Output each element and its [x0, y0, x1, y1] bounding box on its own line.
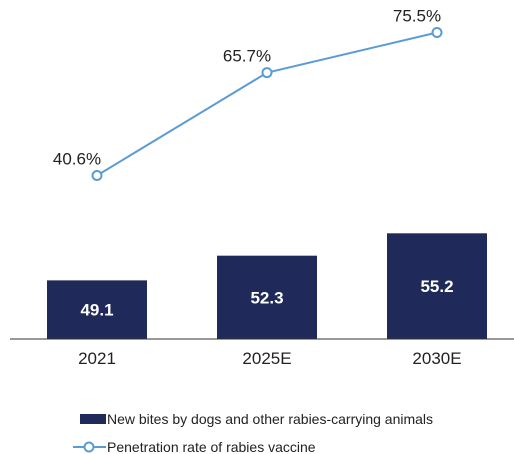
bar-value-label: 55.2	[420, 277, 453, 296]
bar-labels-layer: 49.1 52.3 55.2	[80, 277, 453, 320]
legend-bar-label: New bites by dogs and other rabies-carry…	[107, 411, 433, 427]
line-point-marker	[261, 67, 273, 79]
line-point-label: 75.5%	[393, 7, 441, 26]
line-point-marker	[91, 170, 103, 181]
line-point-marker	[431, 27, 443, 39]
bar-value-label: 49.1	[80, 301, 113, 320]
legend-line-label: Penetration rate of rabies vaccine	[107, 439, 316, 454]
bar-value-label: 52.3	[250, 288, 283, 307]
legend-bar-swatch	[80, 414, 106, 424]
bar-2021	[47, 280, 147, 339]
bars-layer	[47, 233, 487, 339]
legend-line-marker	[83, 441, 95, 453]
line-point-labels-layer: 40.6% 65.7% 75.5%	[53, 7, 441, 169]
x-tick-label: 2030E	[412, 349, 461, 368]
line-point-label: 40.6%	[53, 150, 101, 169]
line-markers-layer	[91, 27, 443, 181]
x-axis-tick-labels: 2021 2025E 2030E	[78, 349, 462, 368]
x-tick-label: 2021	[78, 349, 116, 368]
line-point-label: 65.7%	[223, 47, 271, 66]
x-tick-label: 2025E	[242, 349, 291, 368]
bar-2030e	[387, 233, 487, 339]
legend: New bites by dogs and other rabies-carry…	[73, 411, 433, 454]
bar-2025e	[217, 255, 317, 339]
